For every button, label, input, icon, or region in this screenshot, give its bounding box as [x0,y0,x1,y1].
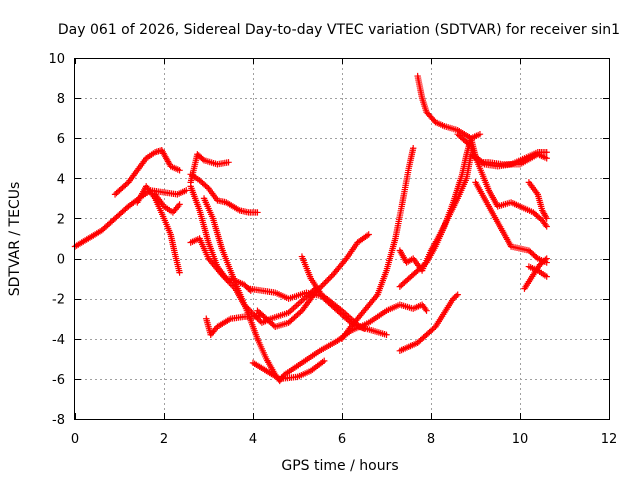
x-tick-label: 4 [249,432,257,447]
data-point [365,231,372,238]
data-point [543,255,550,262]
data-point [543,155,550,162]
x-tick-label: 2 [160,432,168,447]
tick-layer: 0 2 4 6 8 10 12 -8 -6 -4 -2 0 2 4 6 8 10 [48,52,617,447]
y-tick-label: -6 [52,373,65,388]
data-point [328,272,335,280]
data-point [466,141,473,149]
series-arc-23 [525,179,550,222]
data-point [318,283,325,290]
x-tick-label: 6 [338,432,346,447]
series-arc-4 [151,191,183,216]
x-axis-title: GPS time / hours [281,458,398,474]
data-point [319,281,326,289]
data-point [323,277,331,284]
data-point [322,278,329,286]
x-tick-label: 10 [512,432,529,447]
data-point [410,145,417,152]
data-point [183,187,190,194]
data-marks [71,72,550,385]
y-tick-label: 10 [48,52,65,67]
data-point [479,159,487,167]
series-arc-22 [521,255,550,292]
data-point [203,183,211,191]
data-point [543,149,550,156]
y-axis-title: SDTVAR / TECUs [7,182,23,297]
data-point [321,280,328,287]
y-tick-label: -4 [52,333,65,348]
series-arc-6 [187,171,261,216]
y-tick-label: -8 [52,413,65,428]
series-arc-16 [396,291,461,355]
data-point [542,221,549,229]
data-point [326,274,334,281]
series-arc-10 [203,311,266,338]
series-arc-24 [525,263,550,280]
data-point [176,201,183,208]
data-point [361,325,368,332]
data-point [321,357,328,365]
grid-layer [75,58,609,419]
y-tick-label: 0 [57,253,65,268]
data-point [176,167,183,174]
data-point [176,269,183,276]
series-arc-20 [454,131,550,230]
data-point [325,275,332,283]
y-tick-label: -2 [52,293,65,308]
data-point [533,254,540,261]
x-tick-label: 0 [71,432,79,447]
data-point [254,209,261,216]
data-point [225,159,232,166]
y-tick-label: 2 [57,212,65,227]
data-point [453,292,460,300]
x-tick-label: 12 [601,432,618,447]
data-point [543,215,550,222]
series-arc-14 [298,253,368,332]
data-point [454,291,461,298]
data-point [199,155,206,163]
data-point [543,223,550,230]
data-point [422,305,429,313]
y-tick-label: 6 [57,132,65,147]
data-point [123,180,131,187]
data-point [346,318,353,325]
data-point [543,273,550,280]
y-tick-label: 4 [57,172,65,187]
data-point [476,131,484,138]
chart-title: Day 061 of 2026, Sidereal Day-to-day VTE… [58,22,620,38]
series-arc-2 [111,147,183,198]
series-arc-13 [249,357,328,383]
y-tick-label: 8 [57,92,65,107]
data-point [423,307,430,314]
x-tick-label: 8 [427,432,435,447]
series-arc-15 [338,145,417,342]
plot-frame [74,58,610,420]
data-point [542,256,549,263]
data-point [383,331,390,338]
